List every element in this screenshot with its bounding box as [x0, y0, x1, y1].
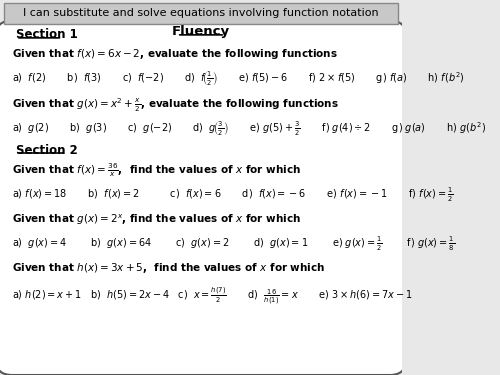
Text: Given that $f(x) = 6x - 2$, evaluate the following functions: Given that $f(x) = 6x - 2$, evaluate the…: [12, 47, 338, 62]
FancyBboxPatch shape: [4, 3, 398, 24]
Text: a)  $g(2)$       b)  $g(3)$       c)  $g(-2)$       d)  $g\!\left(\frac{3}{2}\ri: a) $g(2)$ b) $g(3)$ c) $g(-2)$ d) $g\!\l…: [12, 120, 486, 138]
Text: a)  $f(2)$       b)  $f(3)$       c)  $f(-2)$       d)  $f\!\left(\frac{1}{2}\ri: a) $f(2)$ b) $f(3)$ c) $f(-2)$ d) $f\!\l…: [12, 70, 464, 88]
Text: a) $f(x) = 18$       b)  $f(x) = 2$          c)  $f(x) = 6$       d)  $f(x) = -6: a) $f(x) = 18$ b) $f(x) = 2$ c) $f(x) = …: [12, 186, 454, 204]
Text: a)  $g(x) = 4$        b)  $g(x) = 64$        c)  $g(x) = 2$        d)  $g(x) = 1: a) $g(x) = 4$ b) $g(x) = 64$ c) $g(x) = …: [12, 235, 455, 253]
Text: Section 1: Section 1: [16, 28, 78, 41]
Text: Given that $g(x) = 2^x$, find the values of $x$ for which: Given that $g(x) = 2^x$, find the values…: [12, 212, 301, 226]
Text: Section 2: Section 2: [16, 144, 78, 156]
Text: Fluency: Fluency: [172, 26, 230, 38]
Text: a) $h(2) = x+1$   b)  $h(5) = 2x-4$   c)  $x = \frac{h(7)}{2}$       d)  $\frac{: a) $h(2) = x+1$ b) $h(5) = 2x-4$ c) $x =…: [12, 286, 413, 307]
Text: Given that $g(x) = x^2 + \frac{x}{2}$, evaluate the following functions: Given that $g(x) = x^2 + \frac{x}{2}$, e…: [12, 96, 339, 114]
Text: I can substitute and solve equations involving function notation: I can substitute and solve equations inv…: [23, 9, 379, 18]
FancyBboxPatch shape: [0, 21, 406, 375]
Text: Given that $f(x) = \frac{36}{x}$,  find the values of $x$ for which: Given that $f(x) = \frac{36}{x}$, find t…: [12, 162, 301, 179]
Text: Given that $h(x) = 3x + 5$,  find the values of $x$ for which: Given that $h(x) = 3x + 5$, find the val…: [12, 261, 326, 275]
